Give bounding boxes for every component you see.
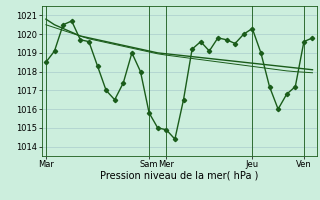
X-axis label: Pression niveau de la mer( hPa ): Pression niveau de la mer( hPa ) [100, 171, 258, 181]
